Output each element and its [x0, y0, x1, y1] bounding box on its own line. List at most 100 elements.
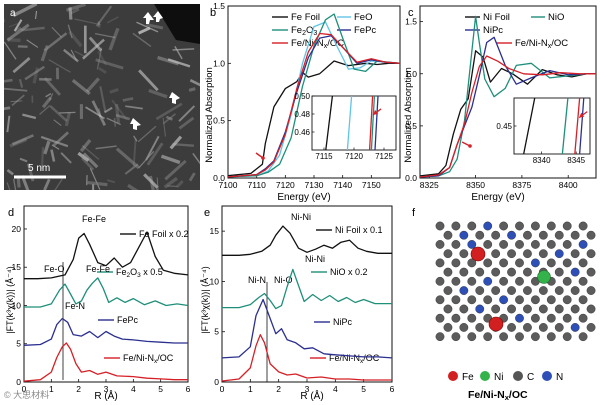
b-legend-fepc: FePc — [354, 25, 376, 36]
c-series-line-0 — [419, 50, 596, 177]
atomic-model — [435, 221, 596, 342]
tem-fiber — [16, 175, 21, 188]
d-series-line-2 — [23, 317, 188, 346]
tem-fiber — [146, 23, 164, 30]
fe-atom — [488, 316, 504, 332]
c-atom — [538, 323, 548, 332]
tem-fiber — [26, 39, 39, 48]
tem-fiber — [111, 99, 128, 121]
c-atom — [515, 332, 524, 342]
e-ann-nini: Ni-Ni — [291, 212, 311, 222]
tem-fiber — [169, 135, 183, 150]
tem-fiber — [167, 58, 191, 68]
c-atom — [459, 267, 469, 277]
f-legend: Fe Ni C N — [448, 371, 563, 383]
legend-ni: Ni — [494, 372, 503, 383]
legend-c-dot — [513, 371, 523, 381]
c-series-group — [419, 15, 596, 178]
c-atom — [435, 313, 445, 323]
tem-fiber — [172, 142, 194, 147]
tem-fiber — [97, 21, 101, 28]
b-ylabel: Normalized Absorption — [204, 67, 215, 163]
n-atom — [515, 313, 524, 323]
e-ann-nin: Ni-N — [248, 275, 266, 285]
c-preedge-arrow-head — [468, 144, 472, 148]
c-legend-sample: Fe/Ni-Nx/OC — [515, 38, 568, 50]
c-atom — [483, 295, 493, 305]
c-atom — [507, 323, 516, 332]
panel-label-b: b — [210, 7, 216, 19]
watermark: © 大思材料 — [4, 390, 50, 400]
c-atom — [443, 267, 453, 277]
b-inset-ytick-label: 0.46 — [294, 128, 310, 137]
tem-fiber — [81, 157, 95, 171]
tem-fiber — [55, 67, 60, 80]
d-ylabel: |FT(k³χ(k))| (Å⁻⁴) — [5, 266, 15, 334]
tem-arrows — [130, 11, 180, 130]
c-atom — [562, 332, 572, 342]
n-atom — [459, 286, 469, 295]
c-atom — [467, 313, 477, 323]
b-inset-frame — [311, 95, 397, 151]
d-xtick-label: 1 — [49, 384, 54, 394]
e-ylabel: |FT(k³χ(k))| (Å⁻⁴) — [200, 266, 210, 334]
c-atom — [538, 230, 548, 240]
c-atom — [451, 313, 461, 323]
panel-label-c: c — [408, 7, 414, 19]
fe-atom — [470, 246, 486, 262]
c-atom — [586, 249, 596, 259]
c-atom — [523, 286, 532, 295]
tem-fiber — [98, 108, 102, 118]
b-xtick-label: 7150 — [362, 180, 381, 190]
c-ytick-label: 1.5 — [405, 17, 417, 27]
tem-fiber — [156, 177, 160, 190]
tem-fiber — [143, 173, 159, 189]
c-atom — [554, 230, 564, 240]
tem-fiber — [13, 19, 23, 32]
b-series-line-4 — [227, 32, 401, 178]
tem-fiber — [94, 32, 116, 39]
b-inset-line-1 — [346, 95, 353, 151]
tem-fiber — [178, 116, 195, 130]
n-atom — [554, 249, 564, 259]
tem-fiber — [127, 183, 148, 190]
n-atom — [578, 240, 588, 249]
tem-fiber — [31, 95, 34, 103]
c-atom — [538, 249, 548, 259]
d-ytick-label: 0 — [16, 377, 21, 387]
tem-fiber — [71, 79, 91, 96]
tem-fiber — [145, 135, 160, 161]
tem-fiber — [43, 32, 68, 52]
e-ytick-label: 10 — [210, 276, 220, 286]
c-inset-xtick-label: 8340 — [533, 156, 551, 165]
tem-fiber — [189, 79, 200, 90]
tem-fiber — [83, 25, 87, 54]
b-series-group — [227, 13, 401, 178]
e-ann-nini2: Ni-Ni — [305, 254, 325, 264]
tem-fiber — [82, 152, 99, 169]
c-atom — [546, 313, 556, 323]
c-atom — [578, 295, 588, 305]
tem-fiber — [125, 105, 143, 110]
c-atom — [538, 304, 548, 314]
b-xtick-label: 7120 — [276, 180, 295, 190]
tem-fiber — [106, 179, 116, 184]
c-atom — [507, 249, 516, 259]
e-ytick-label: 15 — [210, 226, 220, 236]
c-atom — [483, 258, 493, 268]
tem-fiber — [63, 48, 79, 63]
c-atom — [435, 258, 445, 268]
c-atom — [515, 276, 524, 286]
n-atom — [483, 221, 493, 231]
b-ytick-label: 1.5 — [213, 1, 225, 11]
tem-fiber — [167, 185, 178, 188]
d-ytick-label: 20 — [12, 224, 22, 234]
c-atom — [562, 313, 572, 323]
tem-texture — [4, 4, 200, 190]
tem-fiber — [40, 45, 49, 62]
c-atom — [499, 240, 508, 249]
c-series-line-3 — [419, 55, 596, 178]
c-atom — [546, 221, 556, 231]
tem-fiber — [48, 59, 71, 73]
